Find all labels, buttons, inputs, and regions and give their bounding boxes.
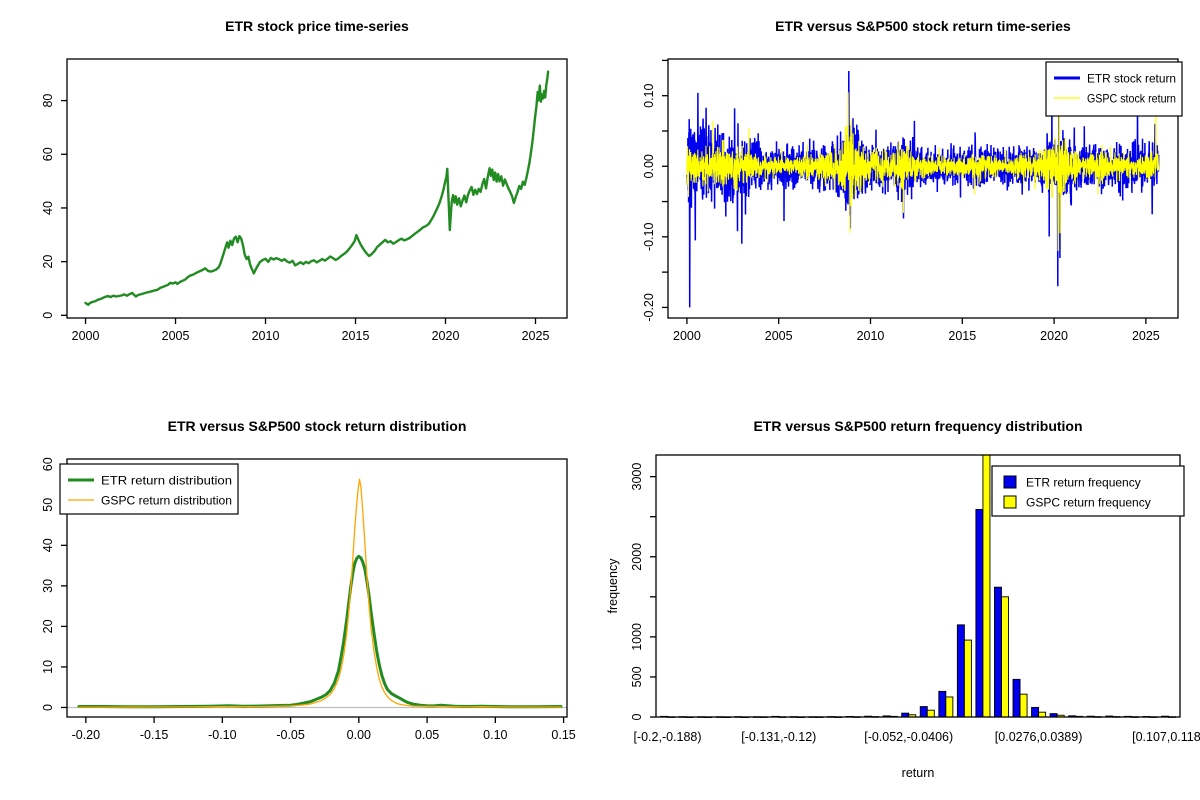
legend-box <box>991 465 1185 517</box>
bin-label: [-0.052,-0.0406) <box>864 730 953 744</box>
legend-label: ETR return frequency <box>1026 475 1141 489</box>
y-axis-tick-label: 0 <box>41 312 55 319</box>
x-axis-tick-label: 2015 <box>948 329 976 343</box>
y-axis-tick-label: 20 <box>41 619 55 633</box>
y-axis-tick-label: 0.10 <box>642 83 656 107</box>
bar-etr-bin-19 <box>994 586 1002 718</box>
x-axis-tick-label: 0.05 <box>415 728 439 742</box>
x-axis-tick-label: -0.10 <box>208 728 237 742</box>
bar-gspc-bin-16 <box>945 696 954 718</box>
bar-etr-bin-20 <box>1012 678 1021 718</box>
y-axis-tick-label: 80 <box>41 94 55 108</box>
y-axis-tick-label: -0.10 <box>642 223 656 252</box>
x-axis-tick-label: 0.15 <box>551 728 575 742</box>
x-axis-tick-label: 2005 <box>765 329 793 343</box>
y-axis-tick-label: 30 <box>41 579 55 593</box>
legend: ETR return distribution GSPC return distr… <box>59 463 239 515</box>
x-axis-tick-label: -0.20 <box>72 728 101 742</box>
series-gspc-stock-return <box>686 92 1160 252</box>
x-axis-tick-label: 2010 <box>252 329 280 343</box>
y-axis-tick-label: 50 <box>41 498 55 512</box>
x-axis-tick-label: -0.05 <box>276 728 305 742</box>
bin-label: [0.107,0.118) <box>1132 730 1200 744</box>
bar-etr-bin-21 <box>1031 706 1040 718</box>
y-axis-tick-label: 1000 <box>630 623 644 651</box>
legend-box <box>59 463 239 515</box>
legend-box-swatch <box>1003 475 1017 489</box>
x-axis-tick-label: 2025 <box>522 329 550 343</box>
legend-label: GSPC stock return <box>1087 91 1176 105</box>
legend-label: GSPC return distribution <box>101 493 232 507</box>
x-axis-tick-label: 2025 <box>1132 329 1160 343</box>
y-axis-tick-label: 0.00 <box>642 154 656 178</box>
bar-gspc-bin-19 <box>1001 596 1009 718</box>
series-gspc-return-distribution <box>78 478 562 708</box>
x-axis-tick-label: 2000 <box>673 329 701 343</box>
x-axis-title: return <box>902 766 935 780</box>
y-axis-tick-label: 60 <box>41 147 55 161</box>
bar-gspc-bin-21 <box>1038 711 1047 718</box>
x-axis-tick-label: 2020 <box>1040 329 1068 343</box>
y-axis-tick-label: 20 <box>41 255 55 269</box>
x-axis-tick-label: -0.15 <box>140 728 169 742</box>
series-etr-stock-price <box>84 70 550 306</box>
panel-return-frequency: ETR versus S&P500 return frequency distr… <box>600 400 1200 800</box>
legend-label: ETR stock return <box>1087 71 1176 85</box>
y-axis-tick-label: 0 <box>630 713 644 720</box>
y-axis-tick-label: 3000 <box>630 463 644 491</box>
x-axis-tick-label: 0.00 <box>347 728 371 742</box>
bar-gspc-bin-17 <box>963 639 972 718</box>
panel-return-distribution: ETR versus S&P500 stock return distribut… <box>0 400 600 800</box>
y-axis-tick-label: 10 <box>41 660 55 674</box>
plot-frame <box>667 58 1179 319</box>
x-axis-tick-label: 2015 <box>342 329 370 343</box>
legend-label: GSPC return frequency <box>1026 495 1151 509</box>
legend: ETR return frequency GSPC return frequenc… <box>991 465 1185 517</box>
return-distribution-chart: ETR versus S&P500 stock return distribut… <box>41 418 576 742</box>
x-axis-tick-label: 0.10 <box>483 728 507 742</box>
legend-box-swatch <box>1003 495 1017 509</box>
chart-title: ETR versus S&P500 stock return distribut… <box>168 418 467 434</box>
y-axis-tick-label: 0 <box>41 704 55 711</box>
bar-gspc-bin-15 <box>926 709 935 718</box>
stock-price-chart: ETR stock price time-series 2000 2005 2010 2… <box>41 18 568 343</box>
plot-frame <box>66 58 568 319</box>
plot-frame <box>655 454 1181 718</box>
legend-label: ETR return distribution <box>101 473 232 487</box>
bar-etr-bin-17 <box>956 624 965 718</box>
panel-return-timeseries: ETR versus S&P500 stock return time-seri… <box>600 0 1200 400</box>
bin-label: [-0.131,-0.12) <box>741 730 816 744</box>
bin-label: [0.0276,0.0389) <box>995 730 1083 744</box>
y-axis-tick-label: 60 <box>41 457 55 471</box>
y-axis-tick-label: -0.20 <box>642 293 656 322</box>
chart-title: ETR versus S&P500 stock return time-seri… <box>775 18 1071 34</box>
x-axis-tick-label: 2010 <box>857 329 885 343</box>
chart-title: ETR stock price time-series <box>225 18 409 34</box>
legend: ETR stock return GSPC stock return <box>1045 61 1183 117</box>
bar-gspc-bin-18 <box>982 454 991 718</box>
return-timeseries-chart: ETR versus S&P500 stock return time-seri… <box>642 18 1183 343</box>
y-axis-tick-label: 500 <box>630 666 644 687</box>
legend-box <box>1045 61 1183 117</box>
chart-title: ETR versus S&P500 return frequency distr… <box>753 418 1082 434</box>
y-axis-title: frequency <box>606 558 620 614</box>
bin-label: [-0.2,-0.188) <box>633 730 701 744</box>
y-axis-tick-label: 40 <box>41 538 55 552</box>
panel-stock-price: ETR stock price time-series 2000 2005 2010 2… <box>0 0 600 400</box>
bar-etr-bin-16 <box>938 690 947 718</box>
bar-gspc-bin-20 <box>1019 693 1028 718</box>
x-axis-tick-label: 2020 <box>432 329 460 343</box>
y-axis-tick-label: 2000 <box>630 543 644 571</box>
bar-etr-bin-15 <box>919 706 928 718</box>
bar-etr-bin-18 <box>975 509 984 718</box>
plot-frame <box>66 458 568 718</box>
series-etr-return-distribution <box>77 554 563 709</box>
x-axis-tick-label: 2000 <box>72 329 100 343</box>
x-axis-tick-label: 2005 <box>162 329 190 343</box>
y-axis-tick-label: 40 <box>41 201 55 215</box>
return-frequency-chart: ETR versus S&P500 return frequency distr… <box>606 418 1200 780</box>
